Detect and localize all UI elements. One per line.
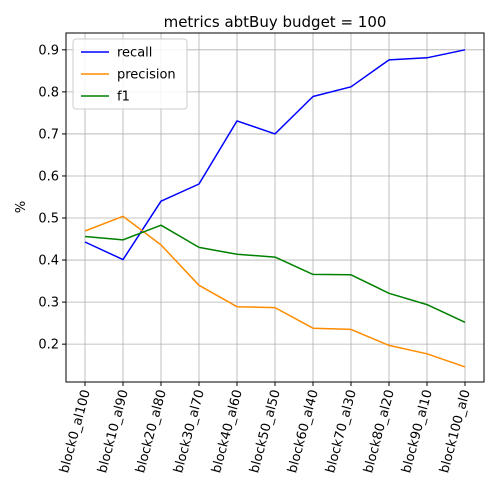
y-tick-label: 0.9 <box>38 43 59 58</box>
y-tick-label: 0.6 <box>38 169 59 184</box>
y-tick-label: 0.8 <box>38 85 59 100</box>
y-tick-label: 0.5 <box>38 212 59 227</box>
y-axis-label: % <box>14 201 29 213</box>
chart-title: metrics abtBuy budget = 100 <box>164 13 387 31</box>
legend: recall precision f1 <box>72 38 188 110</box>
series-line-precision <box>84 215 466 368</box>
series-lines <box>84 49 466 368</box>
legend-label-recall: recall <box>117 46 152 61</box>
y-tick-label: 0.7 <box>38 127 59 142</box>
series-line-recall <box>84 49 466 261</box>
legend-box <box>72 38 188 110</box>
series-line-f1 <box>84 224 466 323</box>
legend-label-f1: f1 <box>117 90 130 105</box>
y-tick-label: 0.3 <box>38 296 59 311</box>
legend-label-precision: precision <box>117 68 176 83</box>
y-tick-label: 0.2 <box>38 338 59 353</box>
y-tick-label: 0.4 <box>38 254 59 269</box>
